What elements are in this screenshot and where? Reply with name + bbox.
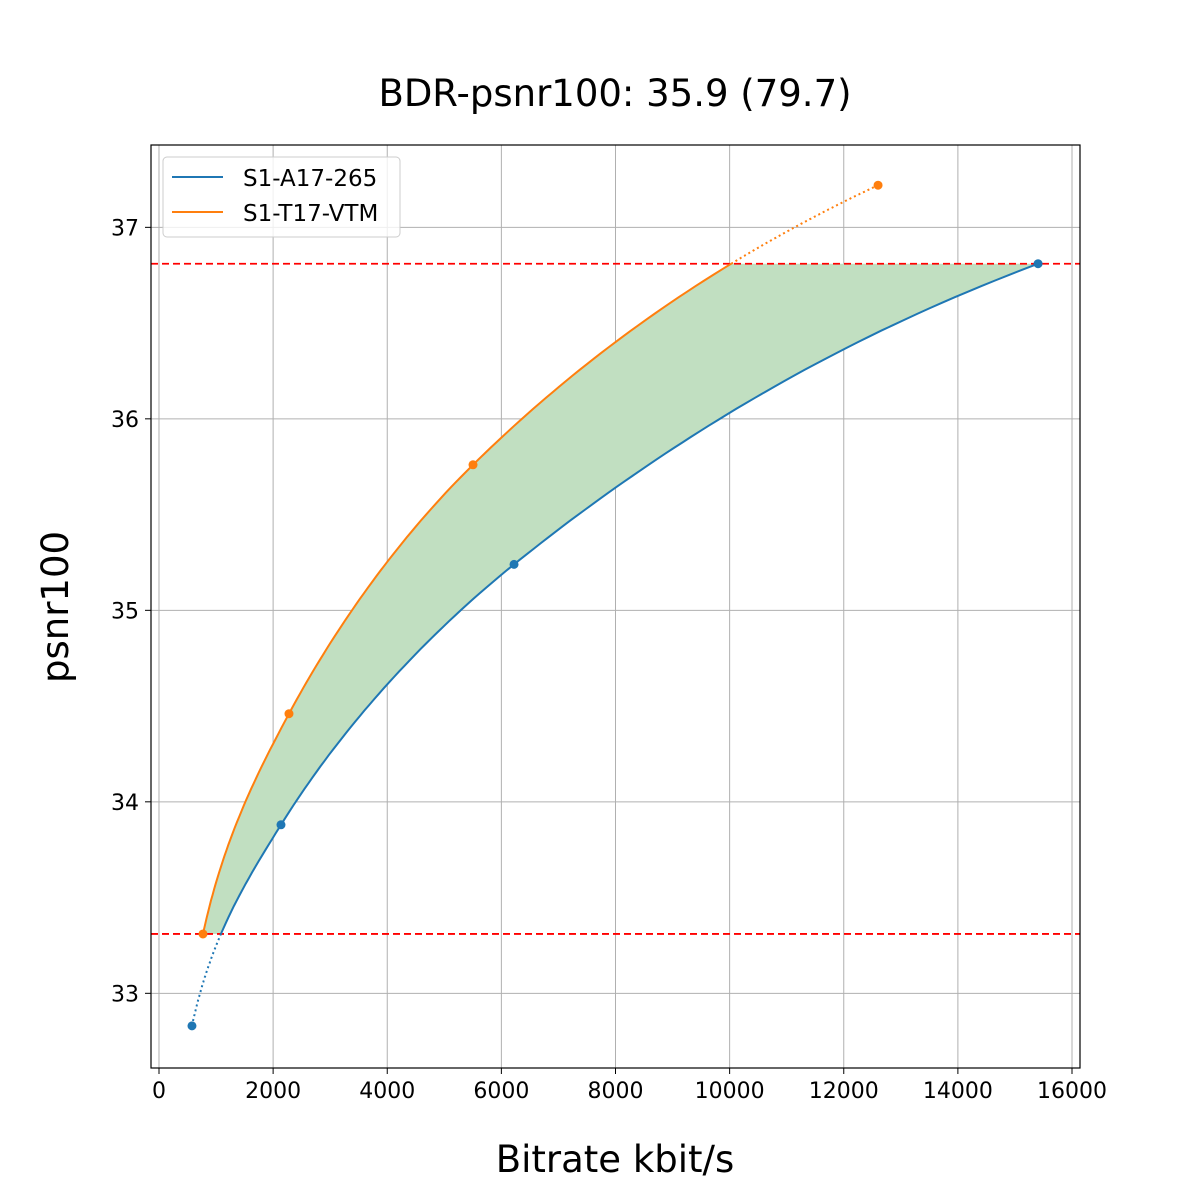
y-tick-label: 33 bbox=[111, 982, 139, 1007]
x-axis-label: Bitrate kbit/s bbox=[496, 1138, 735, 1181]
x-tick-label: 2000 bbox=[245, 1079, 301, 1104]
x-tick-label: 16000 bbox=[1037, 1079, 1107, 1104]
y-tick-label: 37 bbox=[111, 216, 139, 241]
y-tick-label: 35 bbox=[111, 599, 139, 624]
legend-label-t17: S1-T17-VTM bbox=[243, 201, 378, 227]
legend: S1-A17-265 S1-T17-VTM bbox=[162, 156, 401, 238]
series-extrapolation-high bbox=[730, 184, 879, 265]
x-tick-label: 6000 bbox=[473, 1079, 529, 1104]
data-point bbox=[873, 180, 883, 190]
x-tick-label: 14000 bbox=[923, 1079, 993, 1104]
data-point bbox=[1033, 259, 1043, 269]
data-point bbox=[284, 709, 294, 719]
y-tick-label: 34 bbox=[111, 791, 139, 816]
data-point bbox=[276, 820, 286, 830]
data-point bbox=[187, 1021, 197, 1031]
x-tick-label: 0 bbox=[152, 1079, 166, 1104]
chart-title: BDR-psnr100: 35.9 (79.7) bbox=[378, 72, 851, 115]
x-tick-label: 8000 bbox=[588, 1079, 644, 1104]
data-point bbox=[509, 559, 519, 569]
data-point bbox=[468, 460, 478, 470]
legend-label-a17: S1-A17-265 bbox=[243, 166, 377, 192]
bd-area-fill bbox=[203, 263, 1039, 934]
series-extrapolation-low bbox=[191, 933, 222, 1027]
y-axis-label: psnr100 bbox=[34, 531, 77, 683]
data-point bbox=[198, 929, 208, 939]
series-line bbox=[202, 262, 732, 935]
x-tick-label: 10000 bbox=[695, 1079, 765, 1104]
x-tick-label: 12000 bbox=[809, 1079, 879, 1104]
y-tick-label: 36 bbox=[111, 408, 139, 433]
x-tick-label: 4000 bbox=[359, 1079, 415, 1104]
